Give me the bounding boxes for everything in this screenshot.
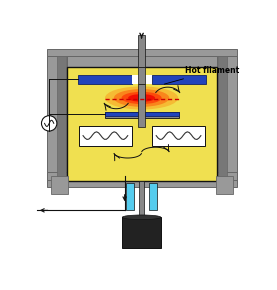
Bar [138,84,145,127]
Bar [149,183,157,210]
Bar [67,67,217,181]
Ellipse shape [122,92,161,104]
Bar [47,56,67,180]
Ellipse shape [42,116,57,131]
Bar [216,176,233,194]
Bar [152,126,205,146]
Bar [51,176,68,194]
Bar [152,75,206,84]
Bar [79,126,132,146]
Ellipse shape [128,94,155,102]
Bar [218,56,227,180]
Bar [47,180,237,187]
Bar [105,112,179,118]
Bar [138,35,145,67]
Text: Hot filament: Hot filament [164,66,240,84]
Bar [105,112,179,116]
Bar [47,172,237,183]
Bar [47,49,237,56]
Bar [138,67,145,84]
Bar [78,75,132,84]
Ellipse shape [105,86,178,110]
Bar [57,56,66,180]
Ellipse shape [122,215,161,220]
Bar [217,56,237,180]
Bar [47,56,237,67]
Bar [126,183,134,210]
Ellipse shape [114,89,169,107]
Bar [132,75,152,84]
Bar [139,181,144,224]
Bar [122,217,161,248]
